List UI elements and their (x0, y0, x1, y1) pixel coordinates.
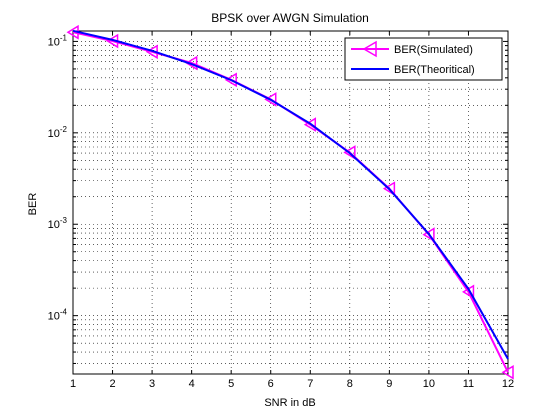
x-tick-label: 11 (463, 378, 474, 390)
x-tick-label: 1 (70, 378, 76, 390)
legend-marker-simulated (362, 40, 377, 58)
series-line-1 (72, 29, 509, 360)
x-tick-label: 7 (307, 378, 313, 390)
data-point-simulated (501, 364, 514, 380)
x-tick-label: 6 (268, 378, 274, 390)
chart-title: BPSK over AWGN Simulation (211, 11, 369, 25)
x-tick-label: 10 (423, 378, 435, 390)
x-tick-label: 2 (109, 378, 115, 390)
x-tick-labels: 1 2 3 4 5 6 7 8 9 10 11 12 (70, 378, 514, 390)
legend-label-theoretical: BER(Theoritical) (394, 64, 475, 76)
legend: BER(Simulated) BER(Theoritical) (344, 37, 503, 81)
series (66, 24, 514, 380)
x-tick-label: 12 (502, 378, 514, 390)
grid (73, 31, 508, 374)
x-tick-label: 3 (149, 378, 155, 390)
data-point-simulated (422, 227, 435, 242)
y-tick-labels: 10-1 10-2 10-3 10-4 (48, 33, 68, 322)
data-point-simulated (264, 92, 277, 107)
y-tick-label: 10-2 (48, 125, 68, 140)
x-axis-label: SNR in dB (264, 397, 315, 409)
x-tick-label: 4 (189, 378, 195, 390)
legend-label-simulated: BER(Simulated) (394, 44, 473, 56)
data-point-simulated (185, 55, 198, 71)
data-point-simulated (303, 117, 317, 132)
x-tick-label: 5 (228, 378, 234, 390)
y-tick-label: 10-4 (48, 308, 68, 323)
series-line-0 (72, 31, 509, 373)
plot-area (72, 30, 509, 375)
y-axis-label: BER (27, 193, 39, 216)
data-point-simulated (343, 145, 356, 160)
data-point-simulated (382, 181, 396, 196)
y-tick-label: 10-3 (48, 216, 68, 231)
x-tick-label: 8 (347, 378, 353, 390)
data-point-simulated (224, 72, 237, 88)
axis-ticks (72, 31, 509, 374)
x-tick-label: 9 (386, 378, 392, 390)
y-tick-label: 10-1 (48, 33, 68, 48)
